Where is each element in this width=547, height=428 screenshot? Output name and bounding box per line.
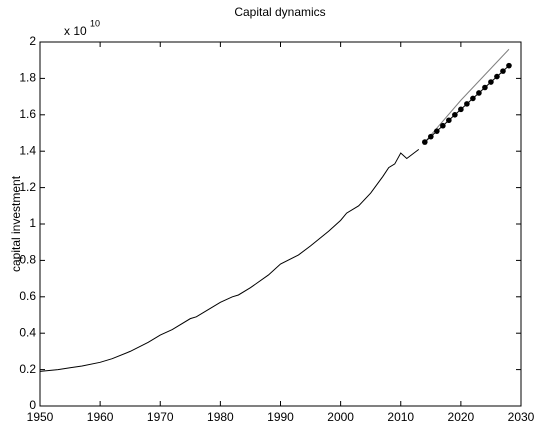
y-tick-label: 1 (29, 216, 36, 230)
chart-title: Capital dynamics (234, 5, 325, 19)
marker (458, 106, 464, 113)
series-line (39, 148, 420, 372)
marker (494, 73, 500, 80)
y-tick-label: 0.2 (19, 362, 36, 376)
marker (476, 90, 482, 96)
y-tick-label: 1.8 (19, 71, 36, 85)
x-tick-label: 1950 (27, 410, 54, 424)
marker (464, 101, 470, 107)
y-tick-label: 0 (29, 398, 36, 412)
marker (440, 122, 446, 129)
x-tick-label: 2010 (387, 410, 414, 424)
y-tick-label: 1.4 (19, 143, 36, 157)
y-tick-label: 1.6 (19, 107, 36, 121)
x-tick-label: 2000 (327, 410, 354, 424)
marker (470, 95, 476, 102)
marker (488, 79, 494, 85)
y-tick-label: 0.4 (19, 325, 36, 339)
marker (422, 139, 428, 145)
marker (506, 62, 512, 69)
marker (482, 84, 488, 91)
y-axis-label: capital investment (9, 175, 23, 272)
y-tick-label: 0.8 (19, 253, 36, 267)
marker (446, 117, 452, 124)
y-tick-label: 1.2 (19, 180, 36, 194)
x-tick-label: 2020 (448, 410, 475, 424)
marker (500, 68, 506, 74)
marker (428, 133, 434, 140)
marker (434, 128, 440, 134)
marker (452, 112, 458, 118)
x-tick-label: 1970 (147, 410, 174, 424)
exponent-base: x 10 (64, 24, 87, 38)
x-tick-label: 1960 (87, 410, 114, 424)
y-tick-label: 2 (29, 34, 36, 48)
plot-area (39, 41, 522, 407)
y-tick-label: 0.6 (19, 289, 36, 303)
series-line (424, 48, 510, 143)
x-tick-label: 2030 (508, 410, 535, 424)
x-tick-label: 1980 (207, 410, 234, 424)
exponent-power: 10 (90, 18, 100, 28)
x-tick-label: 1990 (267, 410, 294, 424)
